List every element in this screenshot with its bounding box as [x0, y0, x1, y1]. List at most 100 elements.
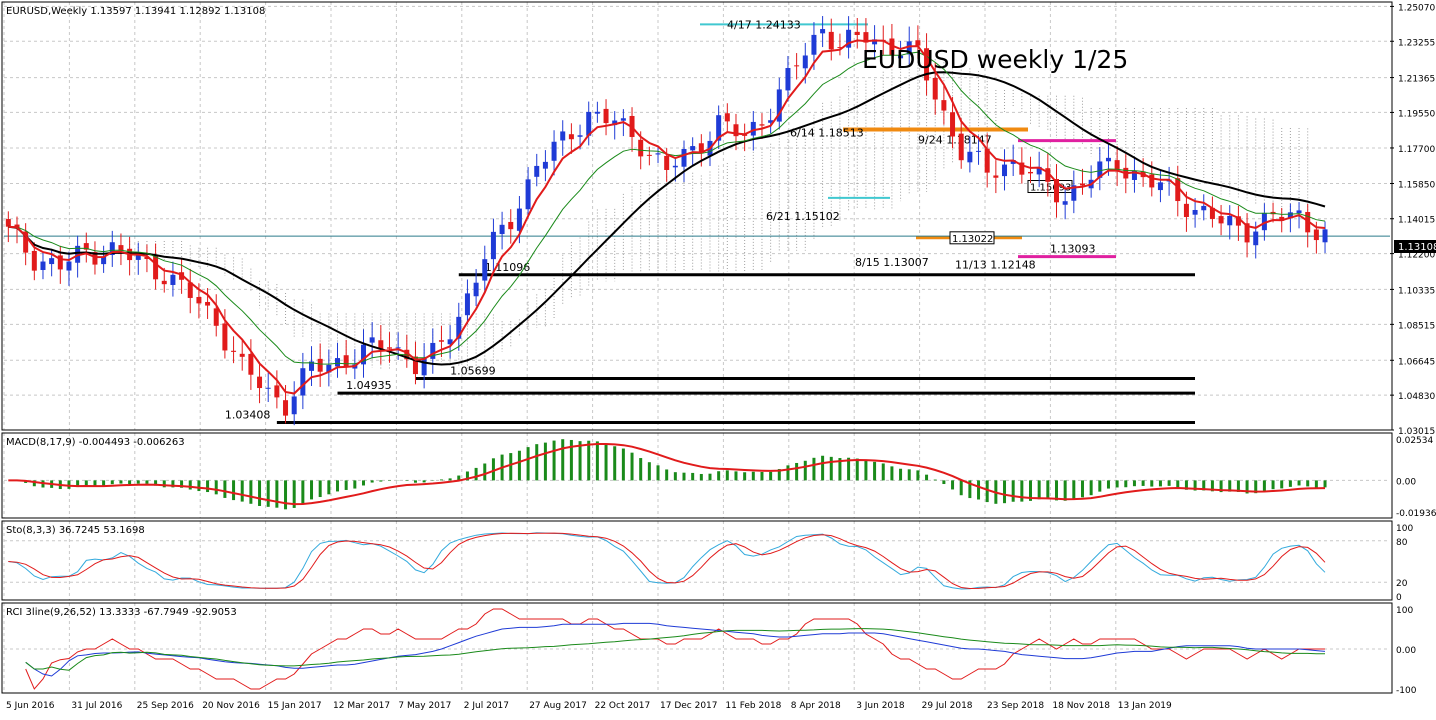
candle-body — [1183, 203, 1189, 218]
candle-body — [828, 31, 834, 50]
candle-body — [205, 301, 211, 306]
candle-body — [170, 274, 176, 285]
candle-body — [1097, 161, 1103, 178]
candle-body — [516, 208, 522, 231]
y-tick-label: 1.15850 — [1398, 180, 1435, 190]
candle-body — [1071, 185, 1077, 201]
candle-body — [1192, 209, 1198, 215]
support-level-label: 1.05699 — [450, 364, 496, 377]
candle-body — [187, 282, 193, 298]
y-tick-label: 1.21365 — [1398, 75, 1435, 85]
candle-body — [976, 150, 982, 152]
candle-body — [941, 100, 947, 111]
candle-body — [40, 261, 46, 271]
candle-body — [1253, 231, 1259, 246]
support-level-label: 1.04935 — [346, 379, 392, 392]
candle-body — [57, 255, 63, 270]
x-tick-label: 20 Nov 2016 — [202, 701, 260, 711]
candle-body — [802, 55, 808, 69]
macd-tick-label: 0.00 — [1396, 477, 1416, 487]
candle-body — [335, 358, 341, 367]
candle-body — [464, 293, 470, 316]
candle-body — [872, 39, 878, 45]
candle-body — [161, 280, 167, 285]
candle-body — [231, 350, 237, 352]
sto-tick-label: 0 — [1396, 593, 1402, 603]
y-tick-label: 1.19550 — [1398, 109, 1435, 119]
x-tick-label: 18 Nov 2018 — [1052, 701, 1110, 711]
candle-body — [5, 219, 11, 227]
rci-tick-label: 0.00 — [1396, 646, 1416, 656]
candle-body — [534, 165, 540, 177]
candle-body — [1053, 179, 1059, 203]
candle-body — [612, 120, 618, 126]
rci-tick-label: -100 — [1396, 686, 1417, 696]
rci-label: RCI 3line(9,26,52) 13.3333 -67.7949 -92.… — [6, 607, 237, 618]
candle-body — [811, 34, 817, 55]
current-price-label: 1.13108 — [1398, 242, 1436, 253]
sto-tick-label: 80 — [1396, 538, 1408, 548]
candle-body — [239, 353, 245, 357]
candle-body — [655, 153, 661, 155]
candle-body — [967, 151, 973, 163]
candle-body — [932, 77, 938, 100]
candle-body — [776, 89, 782, 122]
x-tick-label: 13 Jan 2019 — [1118, 701, 1172, 711]
candle-body — [768, 120, 774, 123]
price-box-label: 1.13022 — [952, 234, 993, 245]
candle-body — [257, 376, 263, 389]
candle-body — [1235, 216, 1241, 226]
candle-body — [1227, 215, 1233, 226]
price-levels: 1.11096 1.05699 1.04935 1.03408 1.13022 1.156… — [4, 18, 1390, 424]
y-tick-label: 1.23255 — [1398, 38, 1435, 48]
support-level-label: 1.11096 — [485, 261, 531, 274]
candle-body — [144, 257, 150, 260]
candle-body — [153, 256, 159, 280]
y-tick-label: 1.25070 — [1398, 3, 1435, 13]
sto-label: Sto(8,3,3) 36.7245 53.1698 — [6, 525, 145, 536]
candle-body — [482, 259, 488, 281]
x-tick-label: 29 Jul 2018 — [922, 701, 973, 711]
candle-body — [378, 340, 384, 350]
candle-body — [1036, 166, 1042, 175]
slow-ma-line — [8, 71, 1326, 366]
candle-body — [1010, 160, 1016, 164]
candle-body — [846, 29, 852, 48]
candle-body — [196, 297, 202, 304]
candle-body — [1209, 207, 1215, 219]
candle-body — [309, 361, 315, 371]
candle-body — [785, 68, 791, 91]
candle-body — [283, 400, 289, 416]
candle-body — [369, 337, 375, 343]
candle-body — [603, 108, 609, 124]
axes: 5 Jun 2016 31 Jul 2016 25 Sep 2016 20 Nov 2… — [6, 3, 1436, 711]
candle-body — [360, 344, 366, 365]
candle-body — [118, 245, 124, 251]
x-tick-label: 8 Apr 2018 — [791, 701, 841, 711]
candle-body — [1313, 229, 1319, 241]
support-level-label: 1.03408 — [225, 408, 270, 421]
x-tick-label: 11 Feb 2018 — [725, 701, 781, 711]
candle-body — [213, 308, 219, 326]
fast-ma-line — [8, 39, 1326, 395]
indicator-panels — [8, 439, 1327, 690]
candle-body — [750, 121, 756, 136]
candle-body — [820, 29, 826, 34]
candle-body — [31, 250, 37, 271]
candle-body — [759, 124, 765, 126]
candle-body — [854, 31, 860, 35]
price-annotation: 4/17 1.24133 — [727, 18, 801, 31]
candle-body — [265, 387, 271, 389]
x-tick-label: 5 Jun 2016 — [6, 701, 55, 711]
x-tick-label: 23 Sep 2018 — [987, 701, 1044, 711]
candle-body — [473, 282, 479, 297]
candle-body — [1062, 201, 1068, 205]
candle-body — [638, 139, 644, 157]
candle-body — [1149, 174, 1155, 188]
price-annotation: 9/24 1.18147 — [918, 133, 992, 146]
candle-body — [135, 254, 141, 260]
candle-body — [386, 347, 392, 349]
candle-body — [924, 48, 930, 81]
